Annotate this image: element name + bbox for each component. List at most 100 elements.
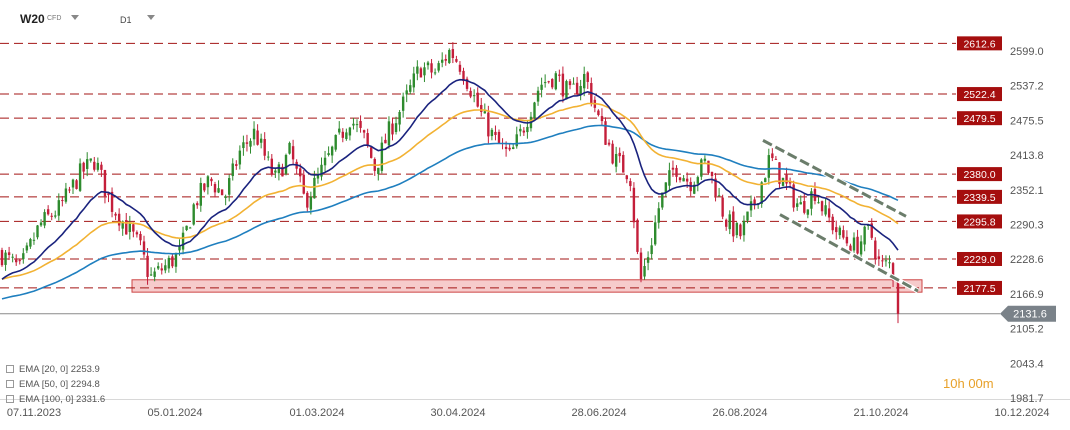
y-tick-label: 2290.3 <box>1010 220 1044 232</box>
candle-body <box>838 227 841 236</box>
symbol-chevron-down-icon[interactable] <box>71 15 79 20</box>
candle-body <box>575 82 579 95</box>
candle-body <box>881 260 884 262</box>
candle-body <box>629 181 632 187</box>
candle-body <box>157 266 160 269</box>
candle-body <box>11 256 14 258</box>
x-tick-label: 26.08.2024 <box>712 407 767 419</box>
last-price-tag <box>1000 305 1056 322</box>
level-label-bg <box>957 214 1002 229</box>
candle-body <box>352 123 355 126</box>
candle-body <box>476 92 479 107</box>
candle-body <box>377 167 380 174</box>
indicator-settings-icon[interactable] <box>6 365 14 373</box>
candle-body <box>639 252 643 280</box>
candle-body <box>845 236 849 244</box>
candle-body <box>430 63 433 73</box>
candle-body <box>732 211 735 237</box>
level-label-bg <box>957 36 1002 51</box>
x-tick-label: 28.06.2024 <box>571 407 626 419</box>
legend-row-ema50[interactable]: EMA [50, 0] 2294.8 <box>6 379 105 394</box>
candle-body <box>36 225 39 238</box>
candle-body <box>614 154 618 167</box>
candle-body <box>536 90 540 102</box>
y-tick-label: 2475.5 <box>1010 115 1044 127</box>
symbol-selector[interactable]: W20 <box>20 12 45 26</box>
candle-body <box>277 164 281 174</box>
candle-body <box>299 168 302 177</box>
candle-body <box>519 128 522 132</box>
candle-body <box>71 179 75 188</box>
level-label-bg <box>957 280 1002 295</box>
candle-body <box>480 105 483 112</box>
indicator-settings-icon[interactable] <box>6 395 14 403</box>
candle-body <box>149 274 153 276</box>
candle-body <box>767 155 770 178</box>
legend-row-ema100[interactable]: EMA [100, 0] 2331.6 <box>6 394 105 409</box>
legend-row-ema20[interactable]: EMA [20, 0] 2253.9 <box>6 364 105 379</box>
candle-body <box>206 176 210 188</box>
candle-body <box>46 209 50 215</box>
candle-body <box>867 225 870 227</box>
candle-body <box>320 164 323 177</box>
candle-body <box>238 150 242 165</box>
candle-body <box>125 220 128 235</box>
indicator-settings-icon[interactable] <box>6 380 14 388</box>
candle-body <box>362 130 366 133</box>
candle-body <box>636 219 639 252</box>
x-tick-label: 05.01.2024 <box>147 407 202 419</box>
candle-body <box>497 131 501 144</box>
candle-body <box>178 246 181 251</box>
ema50-line <box>1 102 899 280</box>
candle-body <box>444 59 447 61</box>
candle-body <box>785 174 788 184</box>
interval-selector[interactable]: D1 <box>120 15 132 25</box>
candle-body <box>827 208 831 218</box>
candle-body <box>515 134 518 147</box>
candle-body <box>810 191 813 209</box>
candle-body <box>483 111 486 114</box>
x-tick-label: 10.12.2024 <box>994 407 1049 419</box>
candle-body <box>714 178 717 197</box>
candle-body <box>472 95 476 97</box>
candle-body <box>896 279 900 314</box>
candle-body <box>334 134 337 150</box>
candle-body <box>391 123 394 135</box>
candle-body <box>267 156 270 158</box>
candle-body <box>533 102 536 119</box>
candle-body <box>167 257 171 269</box>
candle-body <box>309 196 313 210</box>
candle-body <box>760 182 763 204</box>
y-tick-label: 2599.0 <box>1010 46 1044 58</box>
candle-body <box>852 237 856 251</box>
candle-body <box>256 130 259 145</box>
candle-body <box>671 167 675 170</box>
candle-body <box>401 96 405 111</box>
candle-body <box>565 81 568 100</box>
candle-body <box>877 256 881 260</box>
candle-body <box>142 241 146 255</box>
candle-body <box>380 142 384 171</box>
candle-body <box>774 158 778 160</box>
level-label: 2380.0 <box>963 169 995 181</box>
candle-body <box>281 166 284 177</box>
candle-body <box>96 162 100 170</box>
candle-body <box>558 74 561 76</box>
candle-body <box>355 124 359 126</box>
indicator-legend: EMA [20, 0] 2253.9 EMA [50, 0] 2294.8 EM… <box>6 364 105 409</box>
candle-body <box>646 257 650 263</box>
candle-body <box>274 170 277 173</box>
candle-body <box>284 154 288 174</box>
candle-body <box>685 178 689 182</box>
candle-body <box>132 224 135 232</box>
candle-body <box>753 199 756 206</box>
interval-chevron-down-icon[interactable] <box>147 15 155 20</box>
candle-body <box>316 173 320 179</box>
candle-body <box>764 178 767 183</box>
candle-body <box>696 177 699 184</box>
candle-body <box>487 112 490 137</box>
candle-body <box>561 73 565 97</box>
candle-countdown: 10h 00m <box>943 376 994 391</box>
candle-body <box>856 236 859 254</box>
